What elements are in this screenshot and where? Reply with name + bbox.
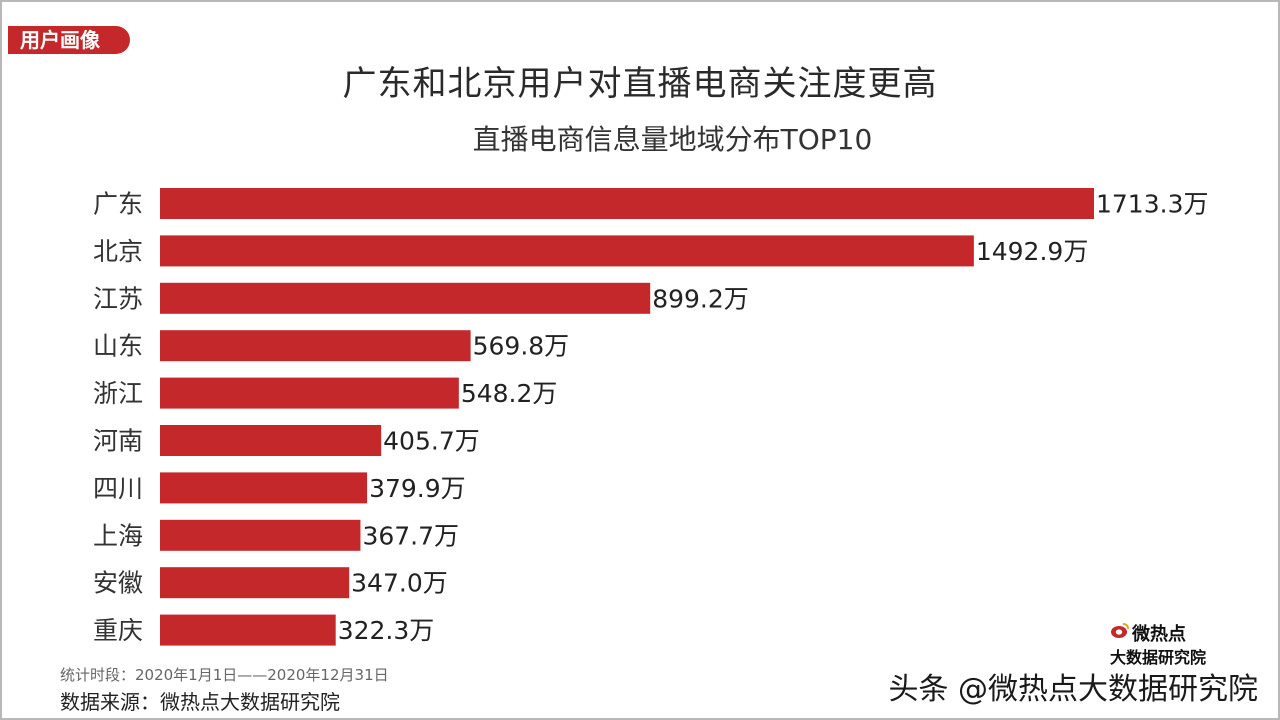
value-label: 1492.9万 [976,237,1088,266]
bar [160,330,471,362]
value-label: 379.9万 [369,474,466,503]
value-label: 548.2万 [461,379,558,408]
logo-text-primary: 微热点 [1132,624,1186,645]
bar [160,188,1094,219]
category-label: 山东 [93,332,143,361]
data-source: 数据来源：微热点大数据研究院 [60,690,340,714]
value-label: 367.7万 [362,521,459,550]
bar [160,614,336,646]
stat-period: 统计时段：2020年1月1日——2020年12月31日 [60,666,389,684]
value-label: 899.2万 [652,284,749,313]
category-label: 浙江 [93,379,143,408]
chart-subtitle: 直播电商信息量地域分布TOP10 [472,123,873,156]
bar [160,567,350,599]
bar [160,377,459,409]
bar [160,235,974,267]
watermark: 头条 @微热点大数据研究院 [888,672,1258,707]
category-label: 广东 [93,190,143,219]
value-label: 347.0万 [351,569,448,598]
category-label: 安徽 [93,569,143,598]
category-label: 北京 [93,237,143,266]
value-label: 1713.3万 [1096,190,1208,219]
bar [160,282,651,314]
page-title: 广东和北京用户对直播电商关注度更高 [342,64,938,104]
bar [160,519,361,551]
value-label: 322.3万 [338,616,435,645]
category-label: 江苏 [93,284,143,313]
category-label: 四川 [93,474,143,503]
value-label: 569.8万 [473,332,570,361]
brand-logo: 微热点 大数据研究院 [1110,620,1240,667]
logo-text-secondary: 大数据研究院 [1110,648,1207,667]
category-label: 重庆 [93,616,143,645]
weibo-eye-icon [1111,623,1129,638]
category-label: 河南 [93,427,143,456]
bar [160,472,368,504]
category-label: 上海 [93,521,143,550]
section-tag: 用户画像 [8,26,130,54]
value-label: 405.7万 [383,427,480,456]
bar [160,425,382,456]
